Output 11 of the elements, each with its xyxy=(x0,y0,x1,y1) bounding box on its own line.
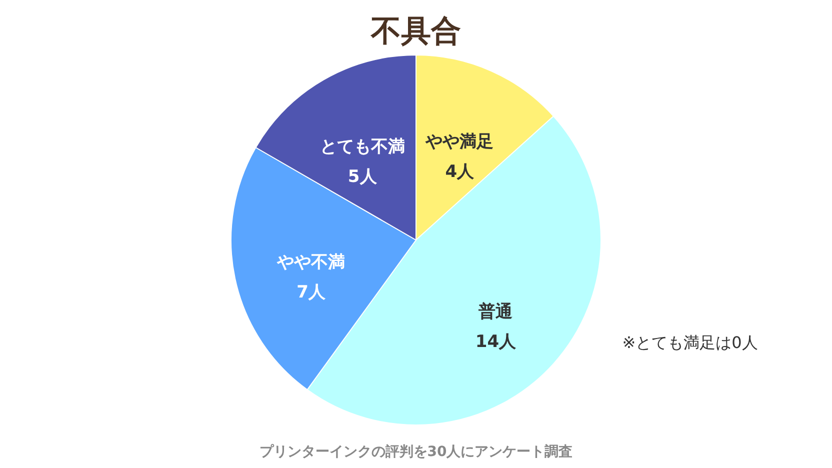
slice-label: 普通 xyxy=(478,300,513,322)
data-label: 14人 xyxy=(475,332,518,352)
text: プリンターインクの評判を30人にアンケート調査 xyxy=(259,443,573,460)
slice-label: やや満足 xyxy=(424,132,494,152)
text: ※とても満足は0人 xyxy=(622,333,758,352)
data-label: 5人 xyxy=(348,167,378,188)
chart-title: 不具合 xyxy=(370,14,461,49)
slice-label: とても不満 xyxy=(320,137,405,158)
slice-label: やや不満 xyxy=(276,252,346,272)
data-label: 7人 xyxy=(296,282,326,302)
data-label: 4人 xyxy=(445,162,476,182)
